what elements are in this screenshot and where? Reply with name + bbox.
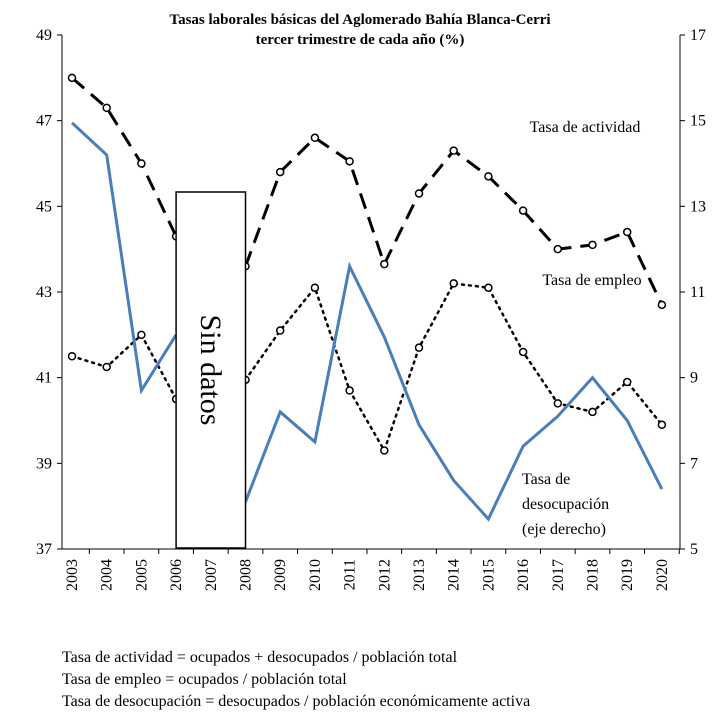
point: [414, 343, 424, 352]
point: [414, 189, 424, 198]
x-tick-label: 2014: [446, 559, 463, 591]
point: [102, 103, 111, 113]
y2-tick-label: 9: [690, 370, 698, 387]
y-tick-label: 45: [36, 198, 52, 215]
point: [345, 386, 354, 395]
annotation: Tasa de empleo: [542, 272, 641, 289]
x-tick-label: 2018: [585, 559, 602, 591]
footnote: Tasa de actividad = ocupados + desocupad…: [62, 649, 458, 666]
point: [622, 377, 632, 387]
point: [102, 362, 111, 372]
point: [67, 73, 77, 83]
annotation: Tasa de actividad: [530, 119, 641, 136]
x-tick-label: 2006: [168, 559, 185, 591]
x-tick-label: 2015: [480, 559, 497, 591]
x-tick-label: 2011: [342, 559, 359, 590]
y2-tick-label: 5: [690, 541, 698, 558]
y2-tick-label: 13: [690, 198, 706, 215]
series-line: [70, 282, 664, 454]
point: [137, 159, 146, 168]
footnote: Tasa de empleo = ocupados / población to…: [62, 671, 347, 688]
chart-subtitle: tercer trimestre de cada año (%): [256, 32, 465, 48]
series-line: [70, 121, 664, 522]
point: [310, 283, 320, 292]
point: [588, 407, 597, 417]
point: [449, 279, 458, 288]
x-tick-label: 2007: [203, 559, 220, 591]
x-tick-label: 2008: [238, 559, 255, 591]
y-tick-label: 47: [36, 113, 52, 130]
x-tick-label: 2010: [307, 559, 324, 591]
y-tick-label: 37: [36, 541, 52, 558]
x-tick-label: 2009: [272, 559, 289, 591]
y2-tick-label: 11: [690, 284, 705, 301]
point: [657, 420, 667, 430]
y-tick-label: 49: [36, 27, 52, 44]
no-data-box: [175, 191, 247, 549]
x-tick-label: 2003: [64, 559, 81, 591]
y-tick-label: 41: [36, 370, 52, 387]
point: [275, 167, 285, 177]
x-tick-label: 2012: [376, 559, 393, 591]
annotation: Tasa de: [522, 471, 570, 488]
y2-tick-label: 7: [690, 455, 698, 472]
footnote: Tasa de desocupación = desocupados / pob…: [62, 693, 530, 710]
x-tick-label: 2019: [619, 559, 636, 591]
y-tick-label: 39: [36, 455, 52, 472]
x-tick-label: 2004: [99, 559, 116, 591]
point: [137, 330, 146, 340]
point: [310, 133, 320, 143]
x-tick-label: 2017: [550, 559, 567, 591]
point: [518, 347, 528, 357]
point: [553, 399, 563, 408]
series-line: [71, 76, 664, 306]
point: [275, 326, 285, 335]
point: [449, 146, 458, 155]
point: [588, 240, 597, 250]
x-tick-label: 2016: [515, 559, 532, 591]
x-tick-label: 2020: [654, 559, 671, 591]
point: [622, 227, 632, 237]
point: [553, 244, 563, 254]
point: [484, 283, 493, 292]
y-tick-label: 43: [36, 284, 52, 301]
x-tick-label: 2005: [133, 559, 150, 591]
no-data-label: Sin datos: [194, 315, 227, 426]
point: [67, 352, 77, 361]
point: [484, 172, 493, 181]
x-tick-label: 2013: [411, 559, 428, 591]
point: [657, 300, 667, 310]
annotation: (eje derecho): [522, 521, 606, 538]
point: [380, 446, 389, 455]
point: [518, 206, 528, 215]
annotation: desocupación: [522, 496, 609, 513]
chart-title: Tasas laborales básicas del Aglomerado B…: [169, 12, 550, 28]
point: [380, 259, 389, 269]
y2-tick-label: 15: [690, 113, 706, 130]
point: [345, 157, 354, 166]
y2-tick-label: 17: [690, 27, 706, 44]
